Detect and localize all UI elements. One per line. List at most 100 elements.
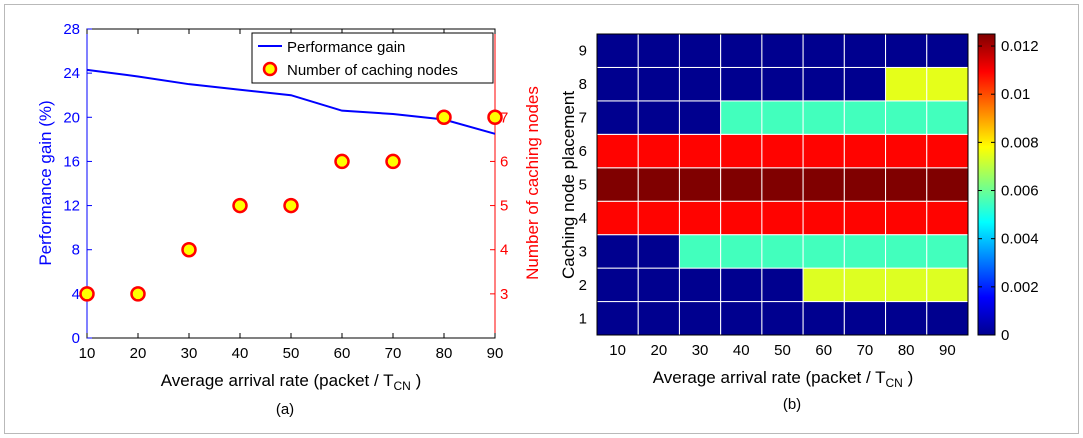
heatmap-x-tick-label: 10 (609, 342, 626, 359)
heatmap-x-tick-label: 50 (774, 342, 791, 359)
x-tick-label: 60 (334, 345, 351, 362)
heatmap-cell (637, 301, 680, 336)
heatmap-cell (596, 100, 639, 135)
heatmap-cell (761, 100, 804, 135)
heatmap-cell (926, 234, 969, 269)
heatmap-x-tick-label: 30 (692, 342, 709, 359)
caching-node-marker (436, 109, 452, 126)
heatmap-cell (802, 66, 845, 102)
caching-node-markers (79, 109, 503, 302)
heatmap-cell (843, 167, 887, 202)
heatmap-cell (843, 200, 887, 236)
heatmap-cell (678, 33, 722, 68)
heatmap-cell (926, 133, 969, 169)
heatmap-cell (637, 133, 680, 169)
heatmap-x-tick-label: 60 (815, 342, 832, 359)
heatmap-cell (596, 267, 639, 303)
heatmap-cell (678, 234, 722, 269)
heatmap-cell (720, 234, 763, 269)
heatmap-cell (761, 167, 804, 202)
heatmap-y-tick-label: 5 (579, 177, 587, 194)
heatmap-cell (596, 200, 639, 236)
heatmap-cell (802, 33, 845, 68)
heatmap-cell (843, 33, 887, 68)
heatmap-x-tick-label: 20 (650, 342, 667, 359)
heatmap-cell (885, 167, 928, 202)
heatmap-cell (637, 234, 680, 269)
panel-a-left-ticks: 0 4 8 12 16 20 24 28 (63, 21, 92, 347)
heatmap-cell (761, 234, 804, 269)
x-tick-label: 70 (385, 345, 402, 362)
heatmap-cell (926, 301, 969, 336)
x-tick-label: 90 (487, 345, 504, 362)
caching-node-marker (181, 241, 197, 258)
heatmap-cell (720, 301, 763, 336)
heatmap-y-tick-label: 1 (579, 310, 587, 327)
panel-a-right-axis-label: Number of caching nodes (523, 86, 542, 280)
legend-label-nodes: Number of caching nodes (287, 62, 458, 79)
colorbar-tick-label: 0.006 (1001, 183, 1039, 200)
panel-a-right-ticks: 3 4 5 6 7 (490, 109, 508, 303)
x-tick-label: 40 (232, 345, 249, 362)
heatmap-x-tick-label: 90 (939, 342, 956, 359)
heatmap-cell (885, 133, 928, 169)
left-y-tick-label: 24 (63, 65, 80, 82)
heatmap-cell (802, 301, 845, 336)
heatmap-cell (678, 133, 722, 169)
heatmap-y-tick-label: 4 (579, 210, 587, 227)
heatmap-y-tick-label: 6 (579, 143, 587, 160)
panel-b-plot-border (596, 33, 969, 336)
heatmap-cell (678, 267, 722, 303)
panel-b-caption: (b) (783, 396, 801, 413)
heatmap-y-tick-label: 2 (579, 277, 587, 294)
right-y-tick-label: 6 (500, 153, 508, 170)
heatmap-cell (843, 301, 887, 336)
heatmap-cell (678, 200, 722, 236)
x-tick-label: 20 (130, 345, 147, 362)
panel-a-caption: (a) (276, 401, 294, 418)
heatmap-cell (761, 33, 804, 68)
left-y-tick-label: 0 (72, 330, 80, 347)
heatmap-cell (720, 66, 763, 102)
heatmap-cell (926, 200, 969, 236)
heatmap-cell (885, 234, 928, 269)
caching-node-marker (385, 153, 401, 170)
heatmap-y-tick-label: 9 (579, 43, 587, 60)
left-y-tick-label: 16 (63, 153, 80, 170)
legend-marker-swatch (262, 61, 278, 77)
heatmap-cell (885, 66, 928, 102)
colorbar-tick-label: 0.008 (1001, 134, 1039, 151)
heatmap-cells (596, 33, 969, 336)
panel-b-x-axis-label: Average arrival rate (packet / TCN ) (653, 368, 914, 390)
heatmap-x-tick-label: 80 (898, 342, 915, 359)
heatmap-cell (802, 200, 845, 236)
left-y-tick-label: 12 (63, 198, 80, 215)
heatmap-cell (596, 167, 639, 202)
heatmap-cell (843, 133, 887, 169)
heatmap-cell (678, 301, 722, 336)
heatmap-cell (885, 267, 928, 303)
x-tick-label: 10 (79, 345, 96, 362)
heatmap-x-tick-label: 40 (733, 342, 750, 359)
x-tick-label: 30 (181, 345, 198, 362)
panel-b-y-axis-label: Caching node placement (559, 91, 578, 279)
heatmap-cell (678, 167, 722, 202)
heatmap-cell (761, 301, 804, 336)
heatmap-cell (843, 234, 887, 269)
heatmap-cell (843, 100, 887, 135)
heatmap-cell (926, 267, 969, 303)
heatmap-cell (926, 167, 969, 202)
heatmap-cell (843, 66, 887, 102)
caching-node-marker (232, 197, 248, 214)
heatmap-cell (720, 33, 763, 68)
x-tick-label: 50 (283, 345, 300, 362)
heatmap-cell (885, 301, 928, 336)
heatmap-cell (720, 267, 763, 303)
heatmap-cell (720, 167, 763, 202)
x-tick-label: 80 (436, 345, 453, 362)
heatmap-cell (637, 200, 680, 236)
heatmap-cell (720, 200, 763, 236)
panel-b-x-ticks: 10 20 30 40 50 60 70 80 90 (609, 342, 955, 359)
caching-node-marker (130, 286, 146, 302)
